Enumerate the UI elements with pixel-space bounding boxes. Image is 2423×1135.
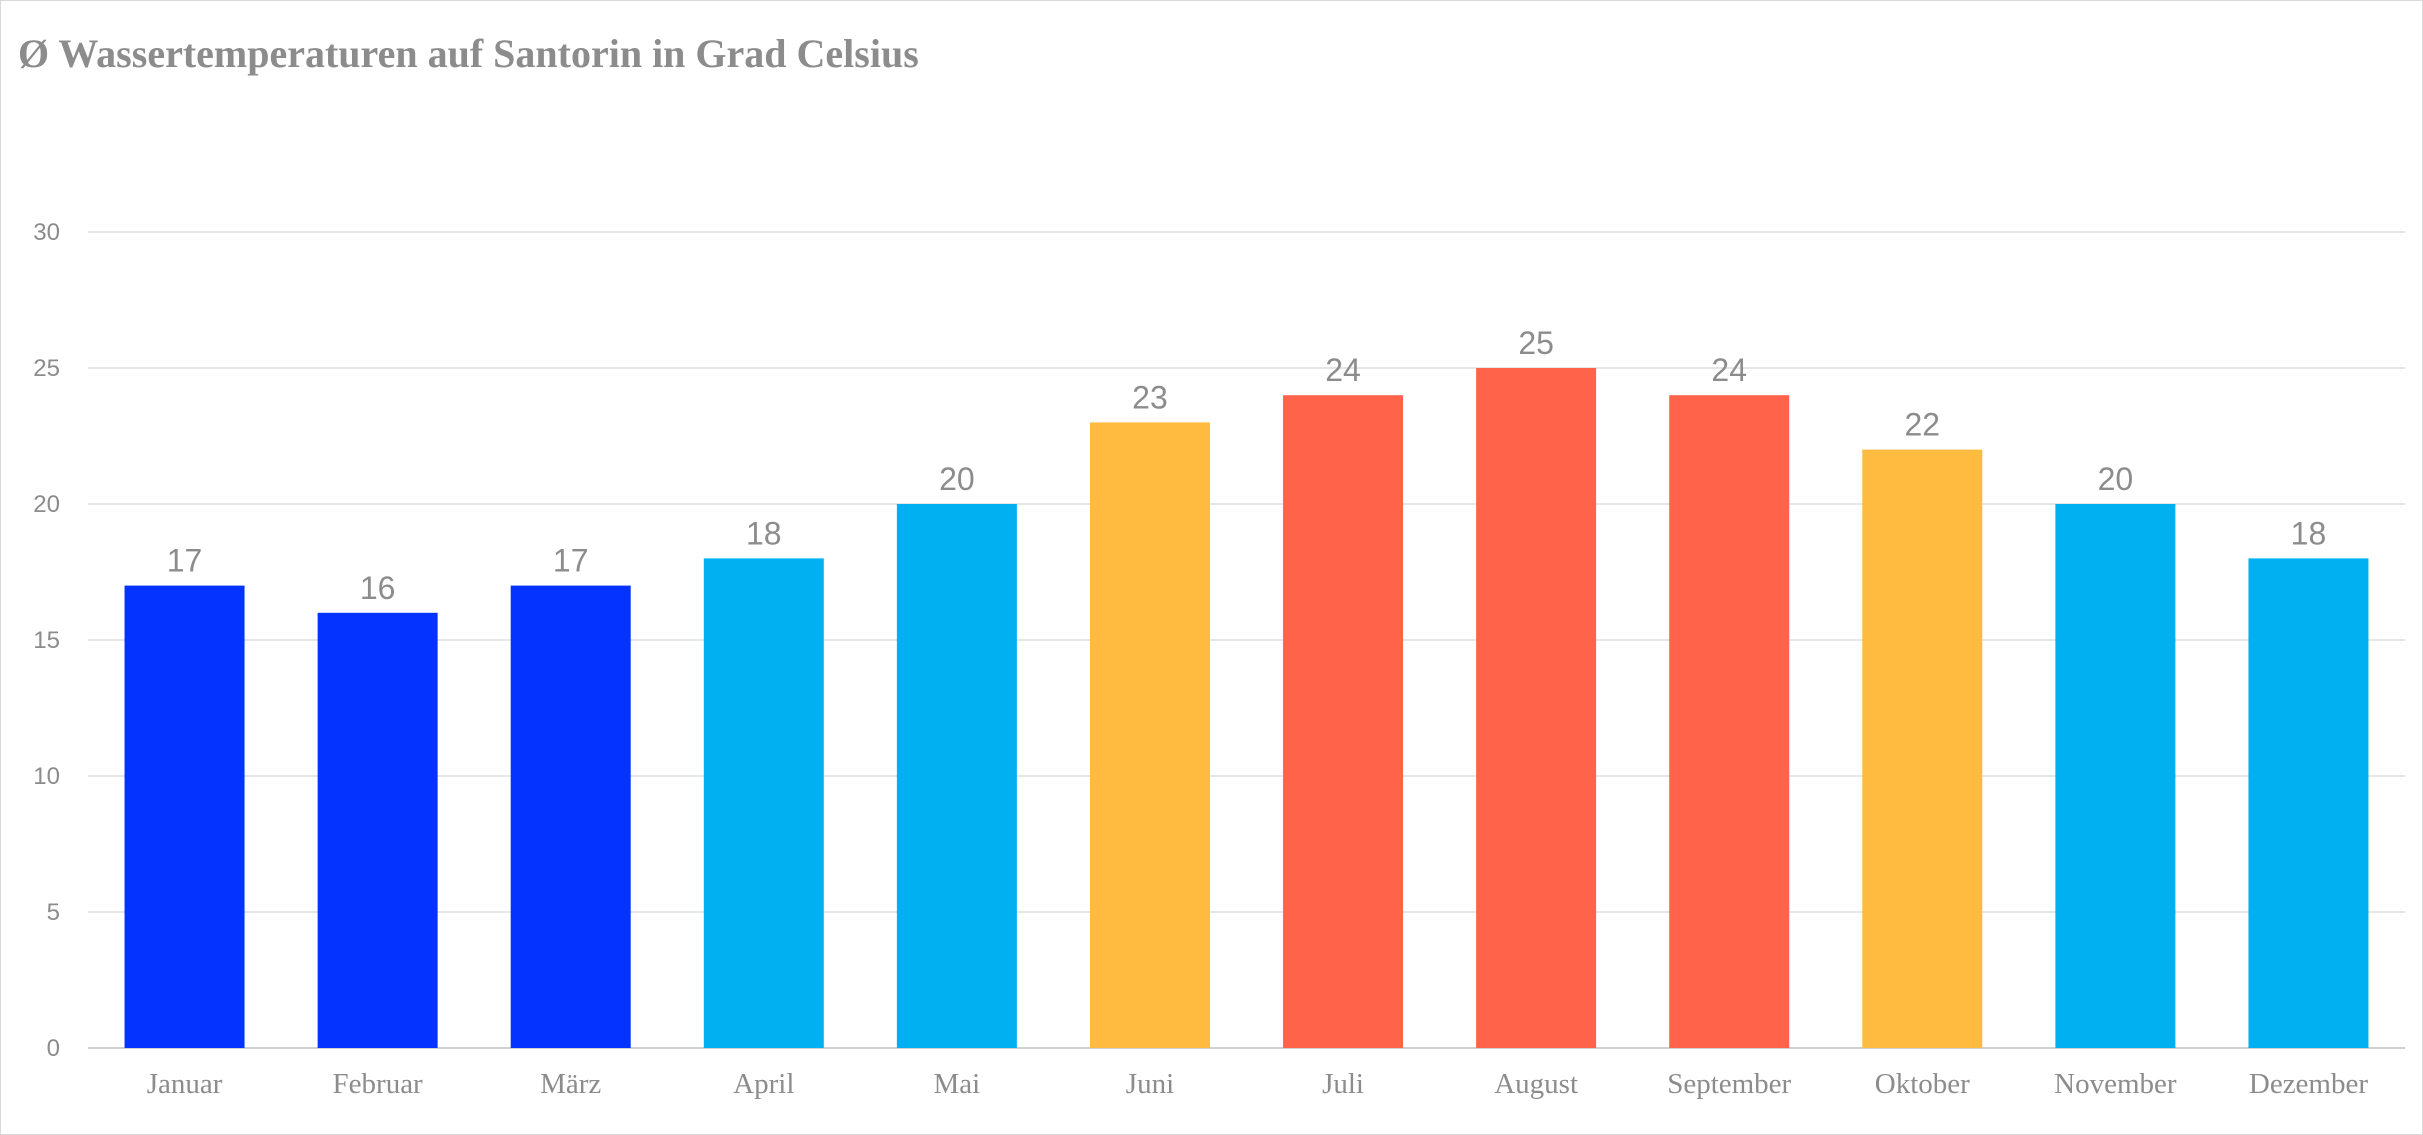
- data-label: 16: [360, 570, 396, 606]
- data-label: 22: [1904, 407, 1940, 443]
- x-tick-label: Juni: [1126, 1068, 1174, 1100]
- bar: [1862, 449, 1983, 1049]
- x-tick-label: September: [1667, 1068, 1791, 1100]
- data-label: 24: [1711, 352, 1747, 388]
- data-label: 18: [746, 515, 782, 551]
- bar: [1476, 368, 1597, 1048]
- bar: [124, 585, 245, 1048]
- x-tick-label: Januar: [147, 1068, 223, 1100]
- data-label: 20: [939, 461, 975, 497]
- x-tick-label: Dezember: [2249, 1068, 2368, 1100]
- data-label: 25: [1518, 325, 1554, 361]
- y-tick-label: 20: [33, 491, 60, 518]
- x-tick-label: Mai: [934, 1068, 981, 1100]
- bar: [510, 585, 631, 1048]
- x-tick-label: Juli: [1322, 1068, 1364, 1100]
- data-label: 20: [2098, 461, 2134, 497]
- x-tick-label: März: [540, 1068, 601, 1100]
- bar: [1089, 422, 1210, 1048]
- chart-title: Ø Wassertemperaturen auf Santorin in Gra…: [18, 31, 919, 76]
- x-tick-label: August: [1494, 1068, 1578, 1100]
- bar: [1669, 395, 1790, 1048]
- data-label: 17: [553, 543, 589, 579]
- x-tick-label: April: [733, 1068, 794, 1100]
- x-tick-label: Februar: [333, 1068, 424, 1100]
- data-label: 18: [2291, 515, 2327, 551]
- y-tick-label: 15: [33, 627, 60, 654]
- bar: [1283, 395, 1404, 1048]
- y-tick-label: 30: [33, 219, 60, 246]
- data-label: 24: [1325, 352, 1361, 388]
- x-tick-label: Oktober: [1875, 1068, 1970, 1100]
- y-tick-label: 5: [47, 899, 60, 926]
- bar: [896, 504, 1017, 1048]
- bar: [317, 612, 438, 1048]
- bar: [703, 558, 824, 1048]
- data-label: 17: [167, 543, 203, 579]
- bar: [2055, 504, 2176, 1048]
- x-tick-label: November: [2054, 1068, 2177, 1100]
- data-label: 23: [1132, 379, 1168, 415]
- bar: [2248, 558, 2369, 1048]
- y-tick-label: 10: [33, 763, 60, 790]
- y-tick-label: 0: [47, 1035, 60, 1062]
- y-tick-label: 25: [33, 355, 60, 382]
